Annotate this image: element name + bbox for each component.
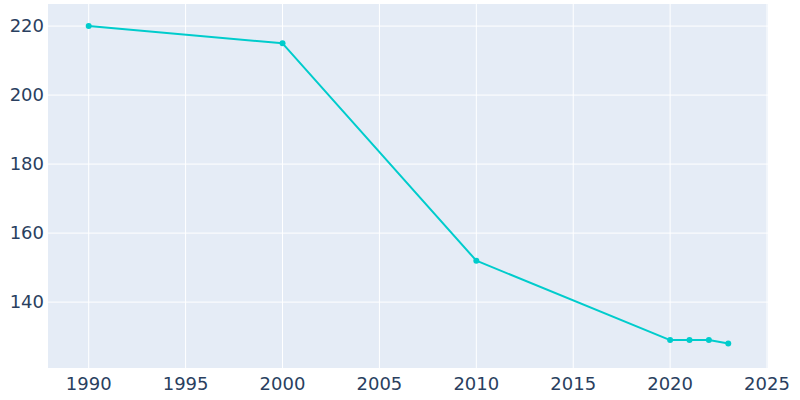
y-tick-label: 140 [10,291,44,312]
x-tick-label: 2020 [647,373,693,394]
x-tick-label: 2005 [357,373,403,394]
x-grid-line [670,4,671,368]
x-tick-label: 1995 [163,373,209,394]
x-grid-line [379,4,380,368]
y-tick-label: 160 [10,222,44,243]
x-grid-line [573,4,574,368]
point [473,258,479,264]
series-group [86,23,732,346]
chart: 1990 1995 2000 2005 2010 2015 2020 2025 140 160 18… [0,0,800,400]
point [280,40,286,46]
x-tick-label: 2015 [550,373,596,394]
line [89,26,729,343]
point [86,23,92,29]
y-grid-line [48,95,768,96]
y-tick-label: 180 [10,153,44,174]
plot-area [48,4,768,368]
x-tick-label: 2010 [453,373,499,394]
x-grid-line [767,4,768,368]
x-tick-label: 2025 [744,373,790,394]
point [725,341,731,347]
y-tick-label: 220 [10,15,44,36]
y-tick-label: 200 [10,84,44,105]
point [706,337,712,343]
x-tick-label: 2000 [260,373,306,394]
y-grid-line [48,302,768,303]
x-grid-line [476,4,477,368]
x-grid-line [282,4,283,368]
x-grid-line [185,4,186,368]
y-grid-line [48,164,768,165]
point [687,337,693,343]
point [667,337,673,343]
x-grid-line [88,4,89,368]
x-tick-label: 1990 [66,373,112,394]
y-grid-line [48,26,768,27]
y-grid-line [48,233,768,234]
